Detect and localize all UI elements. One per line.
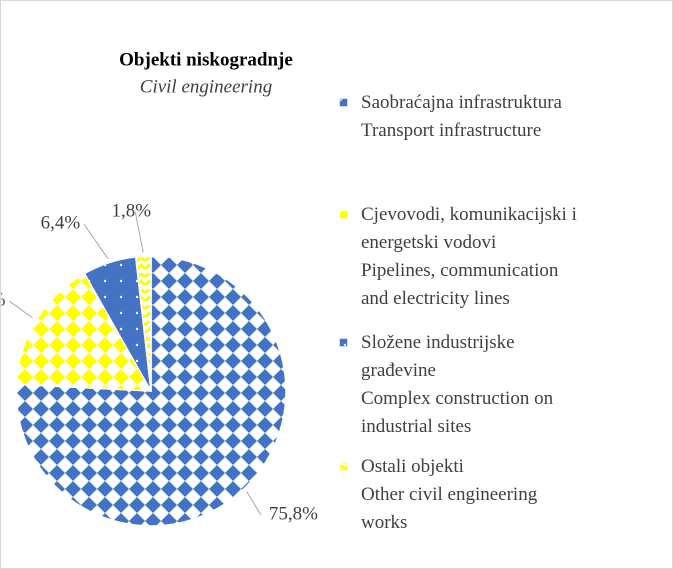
- legend-label: Složene industrijske građevine Complex c…: [361, 332, 554, 437]
- data-label: 6,4%: [41, 213, 81, 234]
- leader-line: [9, 300, 34, 319]
- legend-marker: [339, 98, 348, 107]
- legend-marker: [339, 210, 348, 219]
- chart-subtitle: Civil engineering: [140, 76, 272, 97]
- pie-slice: [15, 272, 153, 392]
- legend-label: Saobraćajna infrastruktura Transport inf…: [361, 92, 562, 141]
- legend-label: Cjevovodi, komunikacijski i energetski v…: [361, 204, 577, 309]
- leader-line: [83, 224, 109, 260]
- legend-label: Ostali objekti Other civil engineering w…: [361, 456, 538, 533]
- leader-line: [134, 212, 144, 253]
- data-label: 1,8%: [112, 201, 152, 222]
- pie-slice: [134, 255, 152, 392]
- data-label: 16,0%: [1, 290, 6, 311]
- leader-line: [246, 491, 262, 516]
- legend-marker: [339, 462, 348, 471]
- data-label: 75,8%: [269, 503, 318, 524]
- legend-marker: [339, 338, 348, 347]
- chart-title: Objekti niskogradnje: [119, 49, 293, 70]
